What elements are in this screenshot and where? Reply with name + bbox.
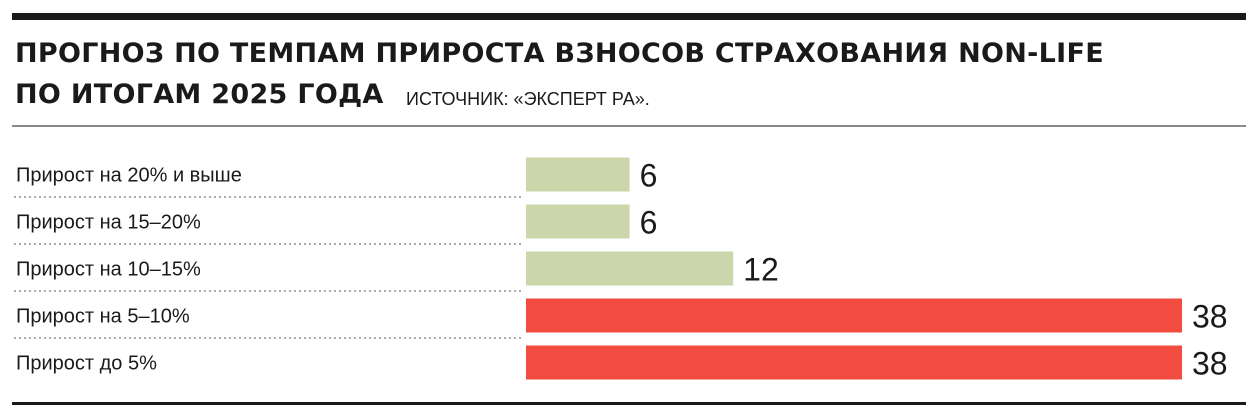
value-label: 38 (1192, 346, 1228, 382)
bar (526, 251, 734, 286)
header-rule (12, 125, 1246, 127)
bar (526, 345, 1182, 380)
category-label: Прирост на 5–10% (16, 306, 190, 328)
source-note: ИСТОЧНИК: «ЭКСПЕРТ РА». (406, 89, 650, 109)
chart-title-line-2: ПО ИТОГАМ 2025 ГОДА (15, 79, 384, 110)
bar (526, 298, 1182, 333)
category-label: Прирост на 20% и выше (16, 165, 242, 187)
value-label: 6 (640, 158, 658, 194)
category-label: Прирост до 5% (16, 353, 157, 375)
bar (526, 204, 630, 239)
bottom-rule (12, 402, 1246, 405)
chart-title-line-1: ПРОГНОЗ ПО ТЕМПАМ ПРИРОСТА ВЗНОСОВ СТРАХ… (15, 38, 1104, 69)
category-label: Прирост на 10–15% (16, 259, 201, 281)
value-label: 6 (640, 205, 658, 241)
category-label: Прирост на 15–20% (16, 212, 201, 234)
value-label: 38 (1192, 299, 1228, 335)
value-label: 12 (743, 252, 779, 288)
bar (526, 157, 630, 192)
top-rule (12, 13, 1246, 20)
